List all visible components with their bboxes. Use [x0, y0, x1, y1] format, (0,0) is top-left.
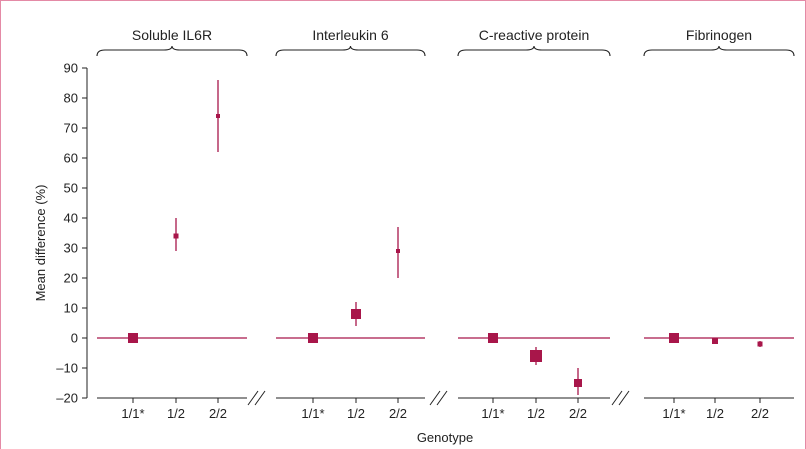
panel-title: Fibrinogen	[686, 27, 752, 43]
panel-4: Fibrinogen 1/1* 1/2 2/2	[643, 27, 795, 421]
point-marker	[712, 338, 718, 344]
panels: Soluble IL6R 1/1* 1/2 2/2 Interleukin 6 1/1* 1…	[96, 27, 795, 421]
axis-break-mark	[611, 390, 623, 406]
axis-break-mark	[618, 390, 630, 406]
y-tick-label: 50	[64, 181, 78, 196]
x-tick-label: 1/2	[706, 406, 724, 421]
x-axis-label: Genotype	[417, 430, 473, 445]
axis-breaks	[247, 390, 630, 406]
panel-title: C-reactive protein	[479, 27, 590, 43]
x-tick-label: 2/2	[209, 406, 227, 421]
y-tick-label: –20	[56, 391, 78, 406]
axis-break-mark	[436, 390, 448, 406]
x-tick-label: 1/1*	[662, 406, 685, 421]
panel-1: Soluble IL6R 1/1* 1/2 2/2	[96, 27, 248, 421]
panel-2: Interleukin 6 1/1* 1/2 2/2	[275, 27, 426, 421]
panel-title: Interleukin 6	[312, 27, 388, 43]
x-tick-label: 1/1*	[301, 406, 324, 421]
y-axis-label: Mean difference (%)	[33, 185, 48, 302]
y-tick-label: 30	[64, 241, 78, 256]
y-tick-label: 20	[64, 271, 78, 286]
y-tick-label: 10	[64, 301, 78, 316]
x-tick-label: 1/2	[167, 406, 185, 421]
y-tick-label: 90	[64, 61, 78, 76]
axis-break-mark	[247, 390, 259, 406]
axis-break-mark	[429, 390, 441, 406]
point-marker	[173, 233, 179, 239]
y-tick-label: –10	[56, 361, 78, 376]
x-tick-label: 2/2	[569, 406, 587, 421]
y-tick-label: 60	[64, 151, 78, 166]
panel-brace	[275, 45, 426, 57]
point-marker	[757, 341, 763, 347]
panel-title: Soluble IL6R	[132, 27, 212, 43]
y-tick-label: 0	[71, 331, 78, 346]
point-marker	[128, 333, 138, 343]
x-tick-label: 1/1*	[121, 406, 144, 421]
point-marker	[308, 333, 318, 343]
x-tick-label: 2/2	[389, 406, 407, 421]
panel-brace	[643, 45, 795, 57]
x-tick-label: 1/1*	[481, 406, 504, 421]
point-marker	[351, 309, 361, 319]
panel-brace	[96, 45, 248, 57]
y-axis: –20 –10 0 10 20 30 40 50 60 70 80 90	[56, 61, 88, 406]
axis-break-mark	[254, 390, 266, 406]
y-tick-label: 70	[64, 121, 78, 136]
y-tick-label: 80	[64, 91, 78, 106]
point-marker	[530, 350, 542, 362]
x-tick-label: 1/2	[527, 406, 545, 421]
point-marker	[669, 333, 679, 343]
point-marker	[396, 249, 400, 253]
point-marker	[574, 379, 582, 387]
x-tick-label: 1/2	[347, 406, 365, 421]
point-marker	[216, 114, 220, 118]
x-tick-label: 2/2	[751, 406, 769, 421]
panel-brace	[457, 45, 611, 57]
panel-3: C-reactive protein 1/1* 1/2 2/2	[457, 27, 611, 421]
point-marker	[488, 333, 498, 343]
y-tick-label: 40	[64, 211, 78, 226]
